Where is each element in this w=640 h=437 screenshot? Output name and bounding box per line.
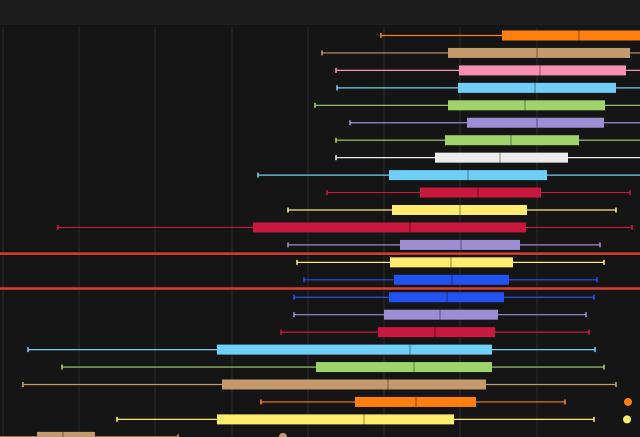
box-series-6 [349, 117, 640, 128]
box-series-8 [335, 152, 640, 163]
box-iqr [253, 222, 526, 233]
outlier-point-1 [623, 415, 631, 424]
box-series-4 [336, 82, 640, 93]
box-series-16 [293, 292, 595, 303]
box-series-7 [335, 135, 640, 146]
box-iqr [392, 205, 527, 215]
box-iqr [390, 257, 513, 268]
top-bar [0, 0, 640, 25]
box-iqr [467, 117, 604, 128]
box-iqr [378, 327, 495, 338]
box-series-13 [287, 239, 601, 250]
box-series-21 [22, 379, 617, 390]
box-iqr [222, 379, 486, 390]
outlier-point-1 [624, 397, 632, 406]
box-series-11 [287, 205, 617, 215]
box-iqr [394, 274, 509, 285]
box-iqr [400, 239, 520, 250]
outlier-point-1 [279, 432, 287, 437]
box-series-2 [321, 47, 640, 58]
box-series-14 [296, 257, 605, 268]
box-iqr [502, 30, 640, 41]
box-series-23 [116, 414, 631, 425]
box-series-19 [27, 344, 596, 355]
box-series-9 [257, 170, 640, 181]
box-series-15 [303, 274, 598, 285]
box-series-group [0, 30, 640, 437]
box-series-10 [326, 187, 631, 198]
box-iqr [217, 414, 454, 425]
box-series-5 [314, 100, 640, 111]
box-iqr [355, 396, 476, 407]
box-iqr [384, 309, 498, 320]
box-iqr [389, 170, 547, 181]
box-iqr [420, 187, 541, 198]
box-series-17 [293, 309, 587, 320]
box-iqr [37, 431, 95, 437]
box-iqr [448, 47, 630, 58]
box-series-3 [335, 65, 640, 76]
box-series-12 [57, 222, 633, 233]
reference-lines [0, 252, 640, 290]
box-series-18 [280, 327, 590, 338]
box-iqr [217, 344, 492, 355]
box-iqr [458, 82, 616, 93]
box-iqr [389, 292, 504, 303]
box-iqr [445, 135, 579, 146]
box-series-22 [260, 396, 632, 407]
box-series-1 [380, 30, 640, 41]
box-iqr [459, 65, 626, 76]
box-iqr [435, 152, 568, 163]
box-iqr [448, 100, 605, 111]
box-series-20 [61, 362, 605, 373]
box-iqr [316, 362, 492, 373]
